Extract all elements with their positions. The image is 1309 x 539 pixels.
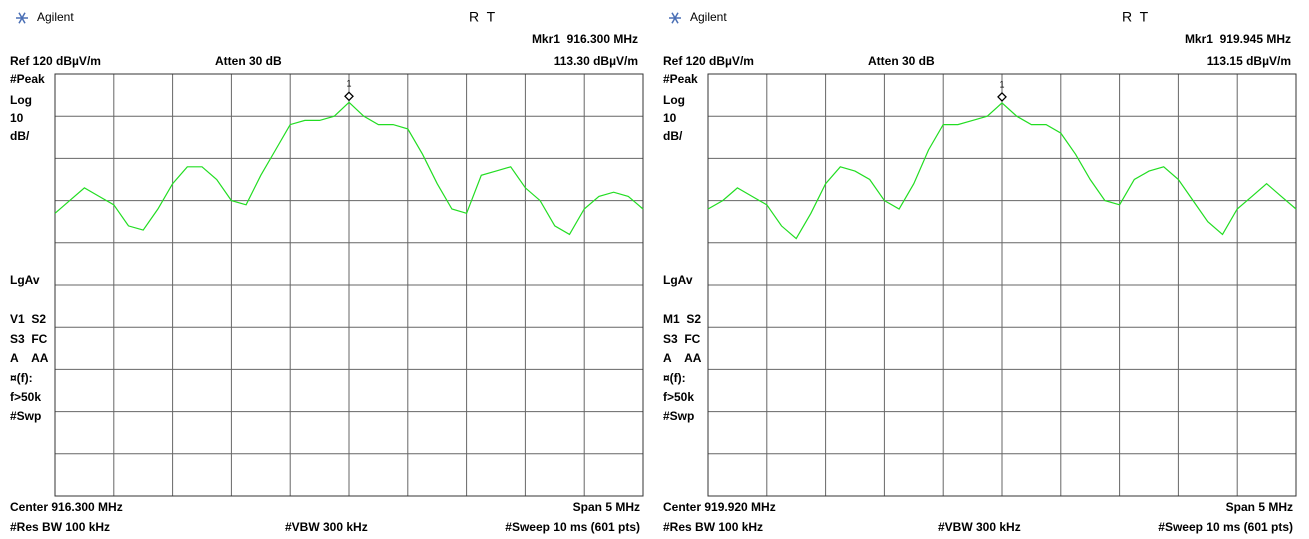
- side-label: S3 FC: [663, 332, 701, 346]
- side-label: A AA: [10, 351, 49, 365]
- ref-level: Ref 120 dBµV/m: [663, 54, 754, 68]
- side-label: #Peak: [10, 72, 45, 86]
- logo-ray: [21, 17, 26, 24]
- logo-ray: [18, 12, 23, 19]
- marker: [997, 91, 1007, 102]
- logo-ray: [674, 17, 679, 24]
- logo-ray: [674, 12, 679, 19]
- graticule-border: [707, 73, 1297, 497]
- marker-number: 1: [999, 79, 1004, 89]
- center-freq: Center 919.920 MHz: [663, 500, 776, 514]
- atten: Atten 30 dB: [215, 54, 282, 68]
- brand: Agilent: [37, 10, 74, 24]
- side-label: 10: [10, 111, 24, 125]
- vbw: #VBW 300 kHz: [938, 520, 1021, 534]
- center-freq: Center 916.300 MHz: [10, 500, 123, 514]
- graticule-border: [54, 73, 644, 497]
- side-label: M1 S2: [663, 312, 701, 326]
- span: Span 5 MHz: [1226, 500, 1293, 514]
- side-label: #Swp: [10, 409, 41, 423]
- logo-ray: [671, 17, 676, 24]
- side-label: #Swp: [663, 409, 694, 423]
- logo-ray: [18, 17, 23, 24]
- side-label: f>50k: [663, 390, 694, 404]
- side-label: dB/: [663, 129, 683, 143]
- sweep: #Sweep 10 ms (601 pts): [1158, 520, 1293, 534]
- sweep: #Sweep 10 ms (601 pts): [505, 520, 640, 534]
- side-label: ¤(f):: [10, 371, 33, 385]
- marker-level: 113.30 dBµV/m: [554, 54, 638, 68]
- side-label: LgAv: [663, 273, 693, 287]
- status: R T: [469, 9, 496, 25]
- side-label: A AA: [663, 351, 702, 365]
- side-label: #Peak: [663, 72, 698, 86]
- atten: Atten 30 dB: [868, 54, 935, 68]
- side-label: S3 FC: [10, 332, 48, 346]
- trace: [707, 102, 1297, 240]
- logo-ray: [671, 12, 676, 19]
- side-label: f>50k: [10, 390, 41, 404]
- side-label: ¤(f):: [663, 371, 686, 385]
- side-label: Log: [663, 93, 685, 107]
- marker-freq: Mkr1 916.300 MHz: [532, 32, 638, 46]
- side-label: V1 S2: [10, 312, 46, 326]
- trace: [54, 101, 644, 236]
- ref-level: Ref 120 dBµV/m: [10, 54, 101, 68]
- vbw: #VBW 300 kHz: [285, 520, 368, 534]
- brand: Agilent: [690, 10, 727, 24]
- side-label: 10: [663, 111, 677, 125]
- side-label: LgAv: [10, 273, 40, 287]
- side-label: Log: [10, 93, 32, 107]
- marker: [344, 91, 354, 102]
- res-bw: #Res BW 100 kHz: [663, 520, 763, 534]
- logo-ray: [21, 12, 26, 19]
- marker-freq: Mkr1 919.945 MHz: [1185, 32, 1291, 46]
- side-label: dB/: [10, 129, 30, 143]
- marker-number: 1: [346, 79, 351, 89]
- marker-level: 113.15 dBµV/m: [1207, 54, 1291, 68]
- span: Span 5 MHz: [573, 500, 640, 514]
- res-bw: #Res BW 100 kHz: [10, 520, 110, 534]
- status: R T: [1122, 9, 1149, 25]
